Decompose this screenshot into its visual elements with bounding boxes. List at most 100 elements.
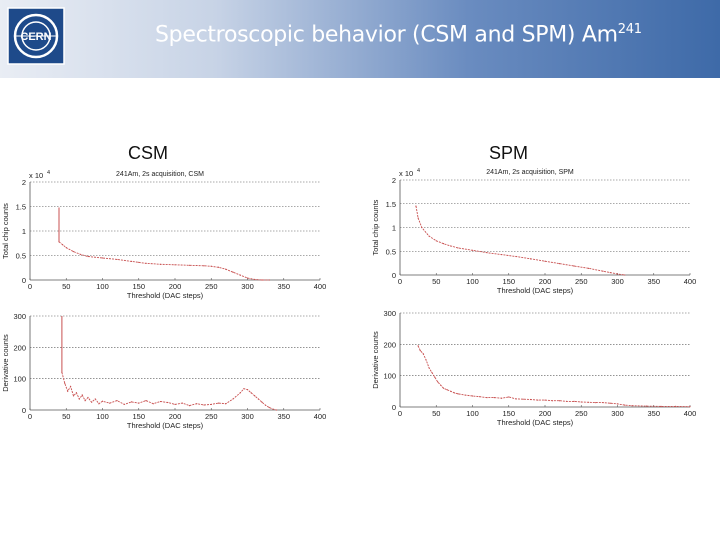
x-tick-label: 100: [96, 282, 109, 291]
x-tick-label: 0: [398, 277, 402, 286]
y-tick-label: 0.5: [16, 252, 26, 261]
data-point: [544, 399, 546, 401]
y-tick-label: 0: [22, 276, 26, 285]
slide-title-superscript: 241: [617, 22, 642, 37]
data-point: [425, 359, 427, 361]
y-tick-label: 300: [383, 309, 396, 318]
data-point: [450, 245, 452, 247]
y-tick-label: 0: [22, 406, 26, 415]
data-point: [91, 401, 93, 403]
x-tick-label: 0: [28, 282, 32, 291]
data-point: [515, 398, 517, 400]
data-point: [595, 402, 597, 404]
data-point: [631, 405, 633, 407]
data-point: [138, 402, 140, 404]
data-point: [239, 274, 241, 276]
data-point: [551, 400, 553, 402]
series-line: [415, 206, 625, 276]
y-multiplier-label: x 10: [29, 171, 43, 180]
data-point: [428, 235, 430, 237]
data-point: [464, 394, 466, 396]
y-tick-label: 200: [383, 340, 396, 349]
data-point: [232, 398, 234, 400]
data-point: [239, 392, 241, 394]
chart-title: 241Am, 2s acquisition, SPM: [486, 169, 574, 176]
data-point: [217, 402, 220, 404]
y-multiplier-label: x 10: [399, 169, 413, 178]
data-point: [268, 406, 270, 409]
data-point: [471, 249, 474, 251]
data-point: [196, 403, 198, 405]
x-tick-label: 300: [611, 409, 624, 418]
data-point: [434, 376, 436, 378]
spm-derivative-chart: 0 100 200 300 0 50 100 150 200 250 300 350 400 Thresh…: [371, 309, 696, 427]
spm-column-label: SPM: [489, 143, 529, 163]
y-axis-label: Total chip counts: [1, 203, 10, 259]
data-point: [602, 270, 604, 272]
data-point: [130, 401, 133, 403]
data-point: [573, 400, 575, 402]
data-point: [442, 387, 445, 389]
data-point: [609, 402, 611, 404]
data-point: [602, 402, 604, 404]
data-point: [167, 401, 169, 404]
data-point: [261, 401, 263, 403]
y-tick-label: 1: [22, 227, 26, 236]
data-point: [421, 226, 423, 229]
x-tick-label: 350: [277, 282, 290, 291]
data-point: [217, 266, 220, 268]
x-tick-label: 350: [647, 409, 660, 418]
data-point: [616, 273, 619, 275]
data-point: [508, 396, 510, 398]
data-point: [72, 395, 75, 397]
csm-total-counts-chart: 0 0.5 1 1.5 2 0 50 100 150 200 250 300 350 400 Thresho…: [1, 170, 326, 300]
series-line: [61, 372, 277, 411]
x-tick-label: 250: [205, 412, 218, 421]
data-point: [645, 405, 648, 407]
data-point: [174, 403, 176, 405]
x-tick-label: 100: [96, 412, 109, 421]
x-tick-label: 150: [132, 282, 145, 291]
data-point: [453, 392, 455, 394]
data-point: [457, 247, 459, 249]
data-point: [138, 261, 140, 263]
x-tick-label: 50: [432, 409, 440, 418]
data-point: [500, 253, 503, 256]
data-point: [257, 398, 259, 400]
data-point: [558, 400, 561, 402]
y-tick-label: 300: [13, 312, 26, 321]
data-point: [94, 398, 96, 400]
y-tick-label: 1: [392, 224, 396, 233]
x-tick-label: 400: [314, 412, 327, 421]
data-point: [428, 367, 430, 369]
y-tick-label: 100: [383, 372, 396, 381]
data-point: [64, 382, 66, 384]
data-point: [58, 241, 60, 243]
data-point: [174, 264, 176, 266]
y-tick-label: 100: [13, 375, 26, 384]
x-tick-label: 250: [205, 282, 218, 291]
data-point: [87, 255, 89, 258]
data-point: [254, 278, 256, 281]
slide-title-main: Spectroscopic behavior (CSM and SPM) Am: [155, 22, 618, 48]
data-point: [261, 279, 263, 281]
y-tick-label: 2: [22, 178, 26, 187]
y-tick-label: 0: [392, 271, 396, 280]
data-point: [159, 263, 162, 265]
data-point: [116, 400, 118, 402]
data-point: [152, 403, 154, 405]
data-point: [246, 277, 249, 279]
data-point: [529, 258, 532, 260]
data-point: [84, 400, 86, 402]
data-point: [515, 255, 517, 258]
data-point: [98, 403, 100, 405]
data-point: [537, 399, 539, 401]
csm-derivative-chart: 0 100 200 300 0 50 100 150 200 250 300 350 400 Thresh…: [1, 312, 327, 430]
series-line: [417, 345, 691, 408]
cern-logo-icon: CERN: [7, 7, 65, 65]
data-point: [493, 397, 495, 399]
data-point: [580, 401, 582, 403]
x-tick-label: 400: [684, 277, 697, 286]
x-tick-label: 300: [241, 412, 254, 421]
x-tick-label: 250: [575, 277, 588, 286]
